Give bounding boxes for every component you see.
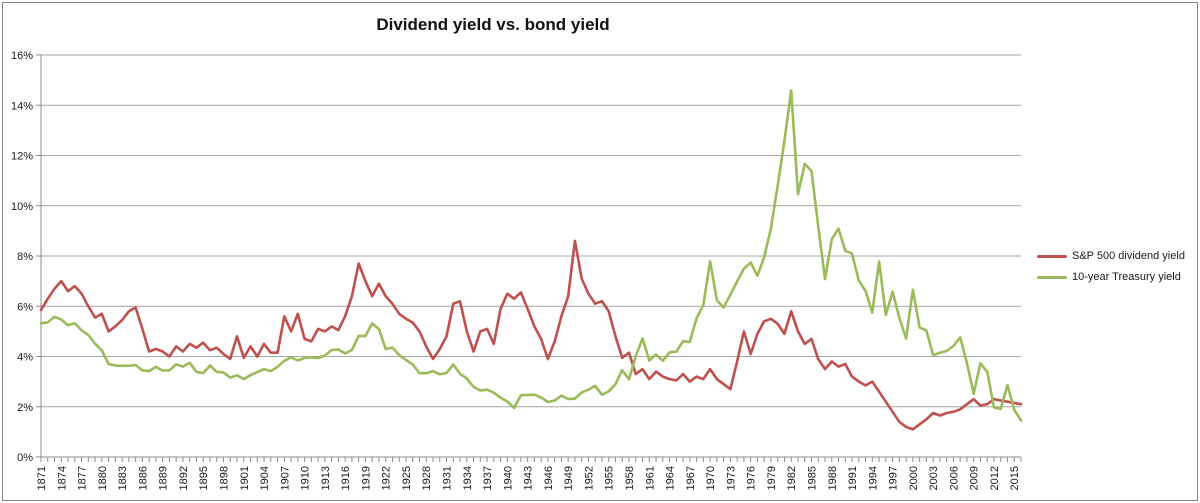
y-axis-tick-label: 0% <box>17 452 33 464</box>
legend-item-treasury-yield: 10-year Treasury yield <box>1037 271 1185 283</box>
x-axis-tick-label: 1961 <box>644 466 656 490</box>
chart-plot-area: 0% 2% 4% 6% 8% 10% 12% 14% 16% 1871 1874 1877 1880 18… <box>11 50 1023 490</box>
x-axis-tick-label: 1928 <box>421 466 433 490</box>
y-axis-tick-label: 12% <box>11 151 33 163</box>
x-axis-tick-label: 2000 <box>908 466 920 490</box>
x-axis-tick-label: 1931 <box>442 466 454 490</box>
x-axis-tick-label: 2012 <box>989 466 1001 490</box>
x-axis-tick-label: 1919 <box>360 466 372 490</box>
x-axis-tick-label: 1877 <box>77 466 89 490</box>
x-axis-tick-label: 2006 <box>948 466 960 490</box>
x-axis-tick-label: 2015 <box>1009 466 1021 490</box>
x-axis-tick-label: 1979 <box>766 466 778 490</box>
x-axis-tick-label: 1904 <box>259 466 271 490</box>
x-axis-tick-label: 1970 <box>705 466 717 490</box>
x-axis-tick-label: 1982 <box>786 466 798 490</box>
x-axis-tick-label: 1901 <box>239 466 251 490</box>
y-axis-tick-label: 4% <box>17 352 33 364</box>
x-axis-tick-label: 1916 <box>340 466 352 490</box>
x-axis-tick-label: 1907 <box>279 466 291 490</box>
x-axis-tick-label: 2009 <box>969 466 981 490</box>
y-axis-tick-label: 16% <box>11 50 33 62</box>
treasury-yield-legend-swatch <box>1037 275 1067 279</box>
y-axis-tick-label: 14% <box>11 100 33 112</box>
x-axis-tick-label: 1964 <box>665 466 677 490</box>
legend-label: S&P 500 dividend yield <box>1072 250 1185 262</box>
x-axis-tick-label: 1991 <box>847 466 859 490</box>
x-axis-tick-label: 1883 <box>117 466 129 490</box>
y-axis-tick-label: 6% <box>17 301 33 313</box>
chart-title: Dividend yield vs. bond yield <box>376 15 610 34</box>
x-axis-tick-label: 1994 <box>867 466 879 490</box>
x-axis-tick-label: 1925 <box>401 466 413 490</box>
x-axis-tick-label: 1895 <box>198 466 210 490</box>
x-axis-tick-label: 1910 <box>300 466 312 490</box>
x-axis-tick-label: 1922 <box>381 466 393 490</box>
y-axis-tick-label: 2% <box>17 402 33 414</box>
x-axis-tick-label: 1949 <box>563 466 575 490</box>
dividend-yield-legend-swatch <box>1037 254 1067 258</box>
x-axis-tick-label: 1988 <box>827 466 839 490</box>
x-axis-tick-label: 1889 <box>158 466 170 490</box>
sp500-dividend-yield-line <box>39 239 1023 431</box>
x-axis-tick-label: 1985 <box>806 466 818 490</box>
x-axis-tick-label: 1913 <box>320 466 332 490</box>
x-axis-tick-label: 1886 <box>137 466 149 490</box>
x-axis-tick-label: 1943 <box>523 466 535 490</box>
x-axis-tick-label: 1973 <box>725 466 737 490</box>
x-axis-tick-label: 1976 <box>746 466 758 490</box>
x-axis-tick-label: 1934 <box>462 466 474 490</box>
x-axis-tick-label: 1958 <box>624 466 636 490</box>
y-axis-tick-label: 8% <box>17 251 33 263</box>
x-axis-tick-label: 1871 <box>36 466 48 490</box>
x-axis-tick-label: 1874 <box>56 466 68 490</box>
x-axis-tick-label: 1955 <box>604 466 616 490</box>
legend: S&P 500 dividend yield 10-year Treasury … <box>1037 250 1185 283</box>
x-axis-tick-label: 2003 <box>928 466 940 490</box>
x-axis-tick-label: 1898 <box>218 466 230 490</box>
legend-item-dividend-yield: S&P 500 dividend yield <box>1037 250 1185 262</box>
x-axis-tick-label: 1937 <box>482 466 494 490</box>
y-axis-tick-label: 10% <box>11 201 33 213</box>
x-axis-tick-label: 1997 <box>888 466 900 490</box>
treasury-yield-line <box>39 89 1023 422</box>
x-axis-tick-label: 1880 <box>97 466 109 490</box>
legend-label: 10-year Treasury yield <box>1072 271 1181 283</box>
x-axis-tick-label: 1952 <box>583 466 595 490</box>
x-axis-tick-label: 1967 <box>685 466 697 490</box>
x-axis-tick-label: 1940 <box>502 466 514 490</box>
x-axis-tick-label: 1892 <box>178 466 190 490</box>
x-axis-tick-label: 1946 <box>543 466 555 490</box>
